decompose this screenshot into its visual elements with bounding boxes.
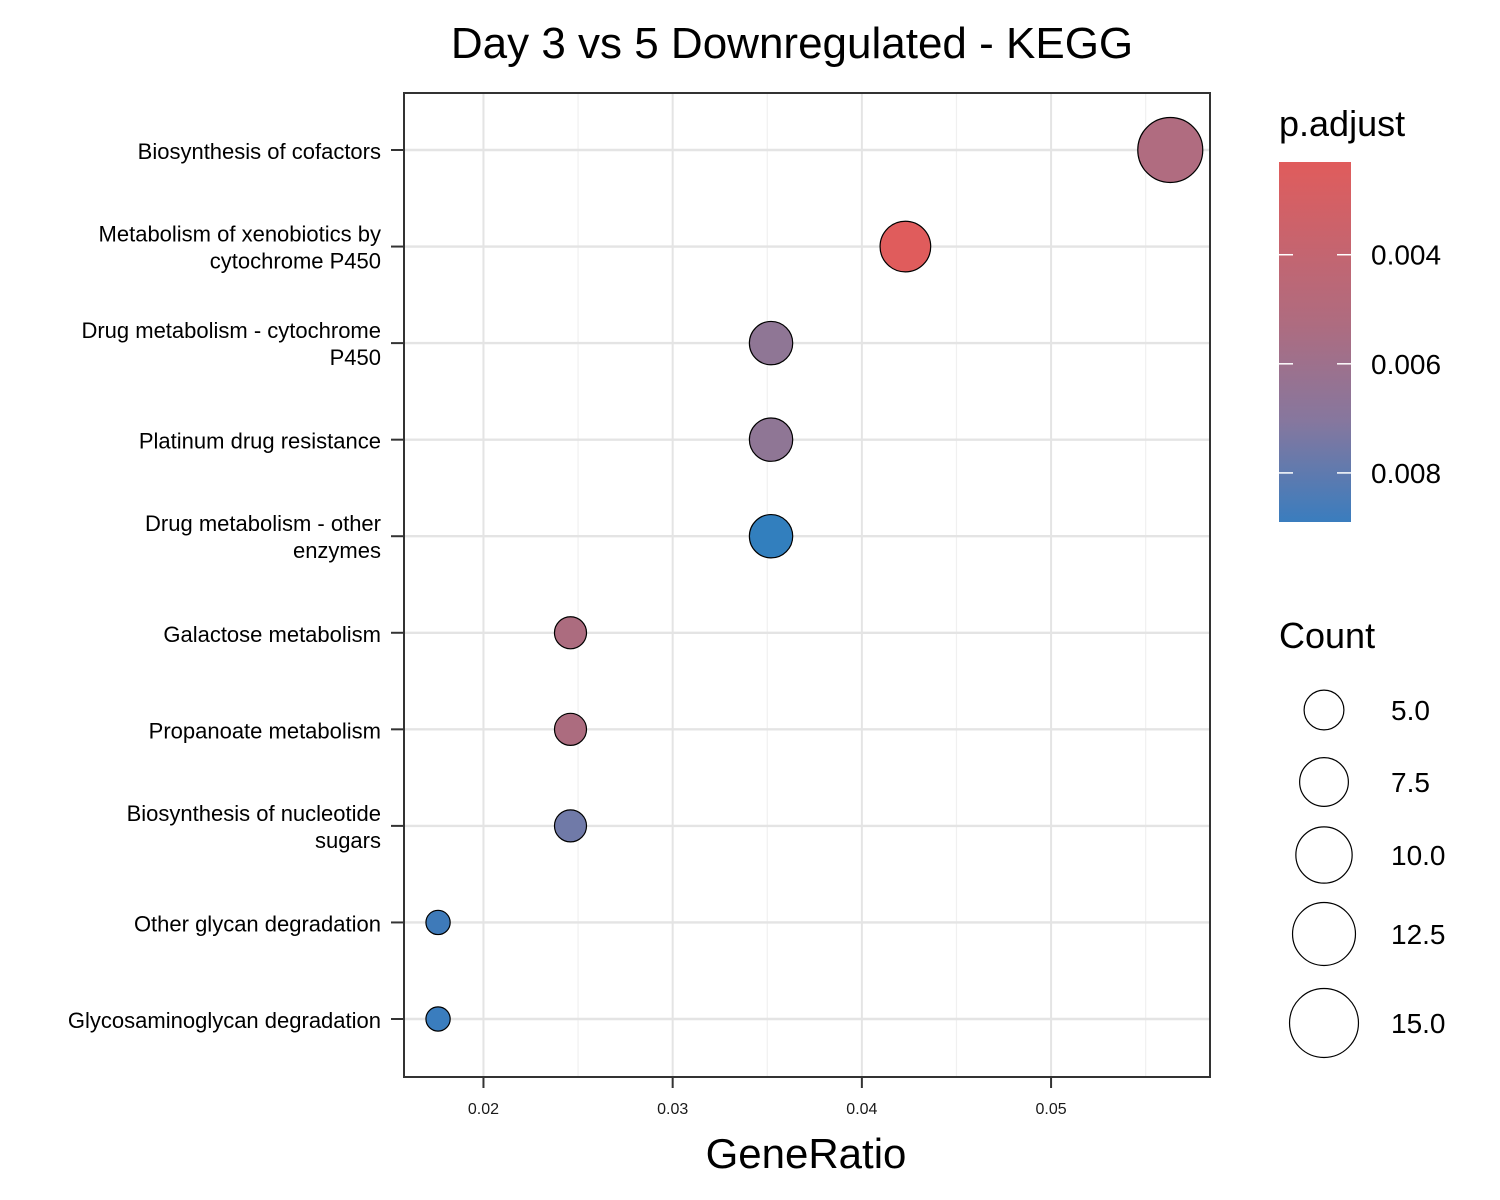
color-legend: p.adjust 0.004 0.006 0.008 [1279, 103, 1441, 522]
data-point [425, 909, 451, 936]
y-tick-label: Drug metabolism - other enzymes [145, 511, 381, 563]
x-tick-label: 0.02 [468, 1101, 499, 1118]
data-point [553, 809, 588, 843]
panel-border [403, 92, 1211, 1078]
data-point [748, 320, 794, 366]
y-tick-label: Other glycan degradation [134, 911, 381, 936]
y-axis-labels: Biosynthesis of cofactors Metabolism of x… [68, 139, 404, 1033]
data-point [748, 417, 794, 462]
data-point [553, 712, 588, 746]
size-legend-label: 7.5 [1391, 767, 1430, 798]
data-point [425, 1006, 451, 1032]
color-legend-bar [1279, 162, 1351, 522]
x-tick-label: 0.05 [1036, 1101, 1067, 1118]
color-legend-title: p.adjust [1279, 103, 1405, 144]
size-legend: Count 5.0 7.5 10.0 12.5 15.0 [1279, 615, 1446, 1059]
y-tick-label: Galactose metabolism [163, 622, 381, 647]
y-tick-label: Metabolism of xenobiotics by cytochrome P… [99, 222, 381, 274]
data-point [553, 616, 588, 650]
data-point [748, 513, 794, 559]
y-tick-label: Drug metabolism - cytochrome P450 [81, 318, 381, 370]
size-legend-circle [1303, 689, 1345, 731]
x-tick-label: 0.04 [846, 1101, 877, 1118]
x-axis-ticks: 0.02 0.03 0.04 0.05 [468, 1077, 1067, 1118]
data-points [425, 116, 1204, 1032]
data-point [1137, 116, 1204, 184]
color-legend-label: 0.008 [1371, 458, 1441, 489]
x-tick-label: 0.03 [657, 1101, 688, 1118]
color-legend-label: 0.004 [1371, 240, 1441, 271]
data-point [879, 220, 932, 273]
panel-background [404, 93, 1210, 1077]
chart-title: Day 3 vs 5 Downregulated - KEGG [451, 19, 1133, 68]
x-axis-title: GeneRatio [706, 1130, 907, 1177]
y-tick-label: Glycosaminoglycan degradation [68, 1008, 381, 1033]
size-legend-circle [1299, 757, 1349, 807]
color-legend-label: 0.006 [1371, 349, 1441, 380]
y-tick-label: Propanoate metabolism [149, 718, 381, 743]
y-tick-label: Biosynthesis of nucleotide sugars [127, 801, 381, 853]
size-legend-label: 15.0 [1391, 1008, 1446, 1039]
size-legend-label: 5.0 [1391, 695, 1430, 726]
y-tick-label: Biosynthesis of cofactors [138, 139, 381, 164]
size-legend-title: Count [1279, 615, 1375, 656]
size-legend-circle [1291, 901, 1357, 967]
plot-panel [403, 92, 1211, 1078]
y-tick-label: Platinum drug resistance [139, 429, 381, 454]
size-legend-label: 12.5 [1391, 919, 1446, 950]
size-legend-circle [1295, 826, 1353, 884]
size-legend-label: 10.0 [1391, 840, 1446, 871]
size-legend-circle [1288, 987, 1360, 1059]
